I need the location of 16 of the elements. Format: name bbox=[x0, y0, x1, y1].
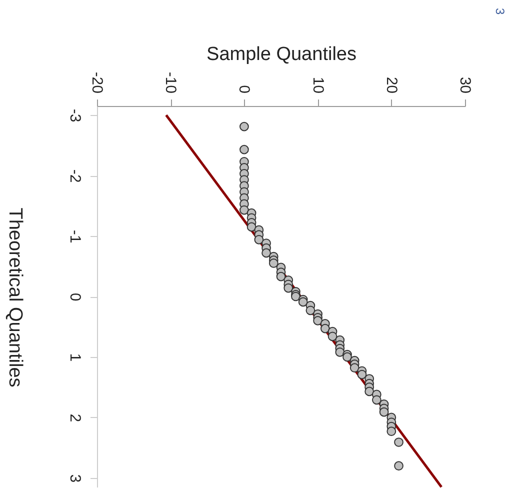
y-tick-label: -1 bbox=[66, 230, 84, 244]
x-tick-label: 10 bbox=[309, 76, 326, 94]
x-tick-label: -10 bbox=[162, 72, 180, 94]
x-tick-label: -20 bbox=[88, 72, 106, 94]
text: 3 bbox=[493, 8, 507, 15]
y-axis-title: Theoretical Quantiles bbox=[4, 208, 26, 388]
x-tick-label: 0 bbox=[236, 85, 253, 94]
y-tick-label: 0 bbox=[66, 292, 84, 302]
x-tick-label: 30 bbox=[456, 76, 474, 94]
y-tick-label: 3 bbox=[66, 474, 84, 483]
y-tick-label: 1 bbox=[66, 353, 84, 362]
x-axis-title: Sample Quantiles bbox=[206, 44, 356, 65]
y-tick-label: 2 bbox=[66, 414, 84, 422]
x-tick-label: 20 bbox=[382, 76, 400, 94]
y-tick-label: -3 bbox=[66, 108, 84, 122]
y-tick-label: -2 bbox=[66, 169, 84, 183]
